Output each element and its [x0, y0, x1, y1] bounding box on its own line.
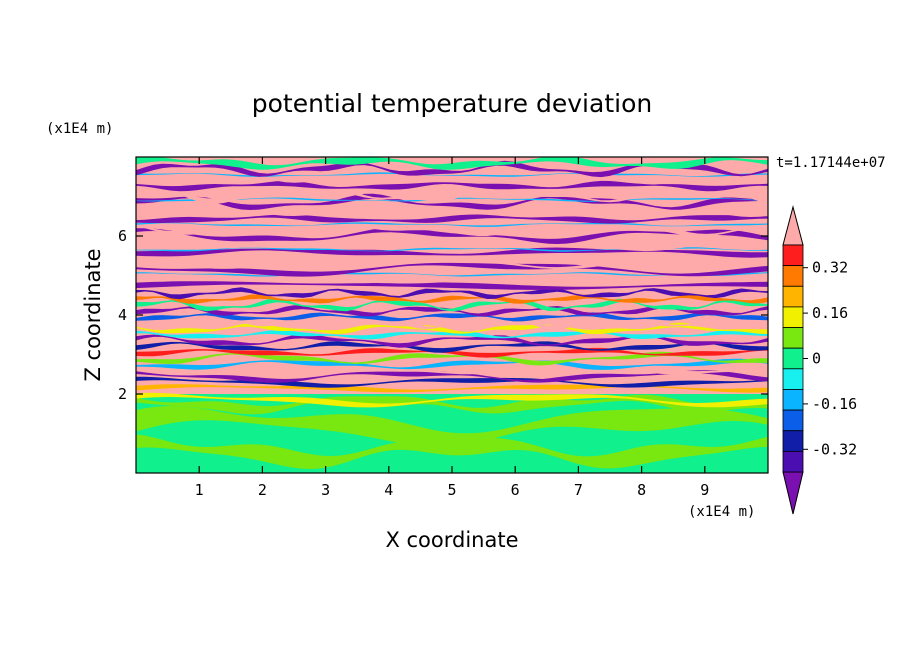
colorbar-extend-top [782, 205, 804, 246]
field-band [136, 272, 768, 277]
field-band [136, 434, 768, 469]
x-unit-label: (x1E4 m) [688, 504, 755, 520]
colorbar-extend-bottom [782, 471, 804, 515]
colorbar-segment [782, 306, 804, 328]
field-band [136, 262, 768, 277]
field-band [136, 217, 768, 237]
field-band [136, 322, 768, 335]
x-tick-label: 3 [321, 481, 330, 499]
colorbar-segment [782, 450, 804, 473]
field-band [136, 341, 768, 353]
field-band [136, 312, 768, 322]
chart-title: potential temperature deviation [252, 89, 652, 118]
y-tick-label: 4 [118, 306, 127, 324]
colorbar-segment [782, 430, 804, 452]
field-band [136, 287, 768, 300]
x-axis-label: X coordinate [385, 528, 518, 552]
x-tick-label: 9 [700, 481, 709, 499]
colorbar-segment [782, 285, 804, 308]
colorbar-tick-label: -0.32 [812, 440, 857, 458]
y-tick-label: 6 [118, 227, 127, 245]
field-band [136, 329, 768, 340]
colorbar-tick-label: 0.16 [812, 304, 848, 322]
field-band [136, 392, 768, 408]
colorbar-tick-label: -0.16 [812, 395, 857, 413]
x-tick-label: 2 [258, 481, 267, 499]
field-band [136, 376, 768, 388]
field-band [136, 214, 768, 224]
field-band [136, 227, 768, 244]
colorbar-segment [782, 347, 804, 370]
field-layers [136, 157, 768, 473]
y-tick-label: 2 [118, 385, 127, 403]
x-tick-label: 6 [511, 481, 520, 499]
time-label: t=1.17144e+07 [776, 155, 886, 171]
x-tick-label: 5 [447, 481, 456, 499]
field-band [136, 252, 768, 270]
y-ticks: 2 4 6 [118, 227, 768, 403]
colorbar-tick-label: 0 [812, 350, 821, 368]
colorbar-tick-label: 0.32 [812, 259, 848, 277]
field-band [136, 160, 768, 178]
colorbar: 0.32 0.16 0 -0.16 -0.32 [782, 205, 857, 515]
field-band [136, 294, 768, 304]
colorbar-segment [782, 409, 804, 432]
field-band [136, 170, 768, 185]
colorbar-segment [782, 265, 804, 287]
colorbar-segment [782, 327, 804, 349]
field-band [136, 281, 768, 290]
colorbar-segment [782, 389, 804, 411]
y-axis-label: Z coordinate [81, 248, 105, 381]
colorbar-segment [782, 368, 804, 390]
field-band [136, 370, 768, 383]
field-band [136, 180, 768, 192]
field-band [136, 394, 768, 415]
x-tick-label: 7 [574, 481, 583, 499]
field-band [136, 184, 768, 204]
plot-area [136, 157, 768, 473]
field-band [136, 237, 768, 252]
x-ticks: 1 2 3 4 5 6 7 8 9 [195, 157, 709, 499]
field-band [136, 247, 768, 258]
field-band [136, 406, 768, 447]
colorbar-segment [782, 244, 804, 267]
field-band [136, 297, 768, 312]
x-tick-label: 4 [384, 481, 393, 499]
field-band [136, 204, 768, 217]
x-tick-label: 1 [195, 481, 204, 499]
field-band [136, 358, 768, 370]
x-tick-label: 8 [637, 481, 646, 499]
field-band [136, 334, 768, 348]
field-band [136, 316, 768, 330]
y-unit-label: (x1E4 m) [46, 121, 113, 137]
